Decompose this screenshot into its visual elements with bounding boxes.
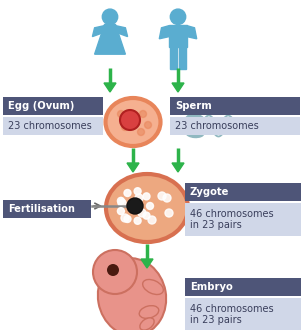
Circle shape: [135, 194, 143, 202]
Circle shape: [93, 250, 137, 294]
Text: Zygote: Zygote: [190, 187, 230, 197]
Polygon shape: [187, 26, 197, 39]
Circle shape: [102, 9, 118, 24]
Ellipse shape: [140, 318, 154, 330]
Circle shape: [121, 214, 129, 222]
Circle shape: [122, 123, 129, 130]
Circle shape: [147, 203, 154, 210]
Circle shape: [118, 199, 126, 207]
Circle shape: [117, 197, 124, 204]
Circle shape: [163, 194, 171, 202]
Polygon shape: [104, 83, 116, 92]
Circle shape: [118, 111, 125, 117]
Circle shape: [158, 192, 166, 200]
FancyBboxPatch shape: [170, 97, 300, 115]
Circle shape: [148, 216, 156, 224]
Text: 46 chromosomes
in 23 pairs: 46 chromosomes in 23 pairs: [190, 209, 274, 230]
Polygon shape: [179, 47, 186, 69]
FancyBboxPatch shape: [170, 117, 300, 135]
Circle shape: [144, 121, 151, 128]
Circle shape: [170, 9, 186, 24]
Ellipse shape: [186, 128, 204, 138]
FancyBboxPatch shape: [3, 117, 103, 135]
Ellipse shape: [98, 258, 166, 330]
FancyBboxPatch shape: [3, 200, 91, 218]
Ellipse shape: [105, 98, 161, 146]
Polygon shape: [159, 26, 169, 39]
FancyBboxPatch shape: [185, 183, 301, 201]
Polygon shape: [127, 163, 139, 172]
Polygon shape: [172, 163, 184, 172]
Text: 23 chromosomes: 23 chromosomes: [8, 121, 92, 131]
FancyBboxPatch shape: [185, 298, 301, 330]
Circle shape: [120, 110, 140, 130]
Circle shape: [137, 128, 144, 136]
Polygon shape: [170, 47, 177, 69]
Polygon shape: [172, 83, 184, 92]
FancyBboxPatch shape: [3, 97, 103, 115]
Circle shape: [107, 264, 119, 276]
Circle shape: [143, 193, 150, 200]
Circle shape: [127, 198, 143, 214]
Ellipse shape: [186, 115, 204, 123]
FancyBboxPatch shape: [185, 203, 301, 236]
Circle shape: [134, 217, 141, 224]
Circle shape: [134, 188, 141, 195]
Ellipse shape: [106, 174, 188, 242]
Polygon shape: [116, 26, 128, 37]
Ellipse shape: [186, 100, 204, 110]
Polygon shape: [169, 24, 187, 47]
Circle shape: [124, 189, 131, 196]
Polygon shape: [141, 259, 153, 268]
Ellipse shape: [139, 306, 159, 318]
Text: Embryo: Embryo: [190, 282, 233, 292]
Ellipse shape: [143, 280, 163, 294]
Circle shape: [124, 215, 131, 222]
Circle shape: [117, 208, 124, 214]
Text: 46 chromosomes
in 23 pairs: 46 chromosomes in 23 pairs: [190, 304, 274, 325]
Circle shape: [165, 209, 173, 217]
Circle shape: [140, 111, 147, 117]
Text: Sperm: Sperm: [175, 101, 212, 111]
Circle shape: [138, 209, 146, 217]
Text: Fertilisation: Fertilisation: [8, 204, 75, 214]
FancyBboxPatch shape: [185, 278, 301, 296]
Polygon shape: [95, 24, 125, 54]
Circle shape: [143, 212, 150, 219]
Polygon shape: [92, 26, 105, 37]
Text: 23 chromosomes: 23 chromosomes: [175, 121, 259, 131]
Text: Egg (Ovum): Egg (Ovum): [8, 101, 74, 111]
